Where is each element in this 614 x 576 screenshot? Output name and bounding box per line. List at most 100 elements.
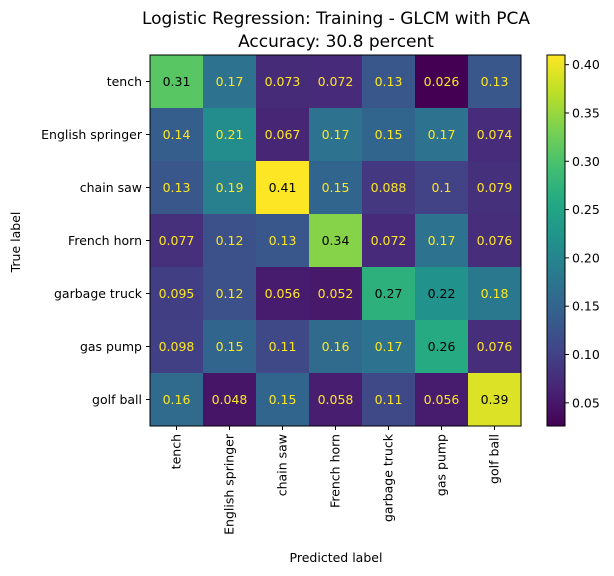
x-axis-ticks: tench English springer chain saw French hor… xyxy=(169,426,502,535)
cell-value-label: 0.17 xyxy=(428,127,456,142)
heatmap-cell xyxy=(203,55,257,109)
colorbar-tick-label: 0.35 xyxy=(572,105,600,120)
cell-value-label: 0.39 xyxy=(481,392,509,407)
cell-value-label: 0.076 xyxy=(477,339,513,354)
cell-value-label: 0.34 xyxy=(322,233,350,248)
y-tick-label: English springer xyxy=(41,127,143,142)
heatmap-cell xyxy=(309,108,363,162)
y-tick-label: garbage truck xyxy=(54,286,143,301)
heatmap-cell xyxy=(203,161,257,215)
cell-value-label: 0.17 xyxy=(216,74,244,89)
x-tick-label: garbage truck xyxy=(381,433,396,522)
colorbar-tick-label: 0.15 xyxy=(572,299,600,314)
x-tick-label: golf ball xyxy=(487,434,502,484)
cell-value-label: 0.41 xyxy=(269,180,297,195)
cell-value-label: 0.19 xyxy=(216,180,244,195)
cell-value-label: 0.12 xyxy=(216,233,244,248)
x-axis-label: Predicted label xyxy=(290,550,383,565)
cell-value-label: 0.13 xyxy=(163,180,191,195)
heatmap-cell xyxy=(415,267,469,321)
cell-value-label: 0.15 xyxy=(216,339,244,354)
cell-value-label: 0.21 xyxy=(216,127,244,142)
heatmap-cell xyxy=(468,161,522,215)
cell-value-label: 0.098 xyxy=(159,339,195,354)
heatmap-cell xyxy=(309,214,363,268)
heatmap-cell xyxy=(256,55,310,109)
cell-value-label: 0.077 xyxy=(159,233,195,248)
cell-value-label: 0.072 xyxy=(318,74,354,89)
heatmap-cell xyxy=(415,161,469,215)
y-tick-label: chain saw xyxy=(80,180,142,195)
heatmap-cell xyxy=(468,320,522,374)
x-tick-label: English springer xyxy=(222,433,237,535)
heatmap-cell xyxy=(256,373,310,427)
heatmap-cell xyxy=(203,267,257,321)
heatmap-cell xyxy=(362,373,416,427)
cell-value-label: 0.067 xyxy=(265,127,301,142)
heatmap-cell xyxy=(415,214,469,268)
cell-value-label: 0.074 xyxy=(477,127,513,142)
cell-value-label: 0.026 xyxy=(424,74,460,89)
heatmap-cell xyxy=(415,373,469,427)
cell-value-label: 0.17 xyxy=(375,339,403,354)
y-tick-label: French horn xyxy=(68,233,142,248)
x-tick-label: French horn xyxy=(328,434,343,508)
heatmap-cell xyxy=(203,320,257,374)
y-tick-label: gas pump xyxy=(80,339,142,354)
heatmap-cell xyxy=(468,373,522,427)
cell-value-label: 0.052 xyxy=(318,286,354,301)
colorbar-tick-label: 0.25 xyxy=(572,202,600,217)
cell-value-label: 0.048 xyxy=(212,392,248,407)
heatmap-cell xyxy=(150,55,204,109)
heatmap-cell xyxy=(362,161,416,215)
cell-value-label: 0.13 xyxy=(269,233,297,248)
y-tick-label: tench xyxy=(107,74,142,89)
cell-value-label: 0.26 xyxy=(428,339,456,354)
heatmap-cell xyxy=(150,108,204,162)
heatmap-cell xyxy=(256,214,310,268)
x-tick-label: chain saw xyxy=(275,434,290,496)
heatmap-cell xyxy=(203,373,257,427)
cell-value-label: 0.17 xyxy=(322,127,350,142)
cell-value-label: 0.072 xyxy=(371,233,407,248)
colorbar xyxy=(547,55,565,426)
cell-value-label: 0.15 xyxy=(322,180,350,195)
heatmap-cell xyxy=(256,267,310,321)
heatmap-cell xyxy=(203,108,257,162)
cell-value-label: 0.058 xyxy=(318,392,354,407)
heatmap-cell xyxy=(415,55,469,109)
y-axis-ticks: tench English springer chain saw French hor… xyxy=(41,74,150,407)
heatmap-cell xyxy=(468,214,522,268)
cell-value-label: 0.27 xyxy=(375,286,403,301)
cell-value-label: 0.076 xyxy=(477,233,513,248)
colorbar-frame xyxy=(546,54,566,427)
cell-value-label: 0.095 xyxy=(159,286,195,301)
colorbar-tick-label: 0.40 xyxy=(572,57,600,72)
heatmap-cell xyxy=(309,320,363,374)
cell-value-label: 0.12 xyxy=(216,286,244,301)
heatmap-cell xyxy=(309,55,363,109)
heatmap-cell xyxy=(468,267,522,321)
heatmap-cell xyxy=(256,161,310,215)
cell-value-label: 0.11 xyxy=(269,339,297,354)
cell-value-label: 0.14 xyxy=(163,127,191,142)
heatmap-cells: 0.31 0.17 0.073 0.072 0.13 0.026 0.13 0.14 0.21 0… xyxy=(150,55,522,427)
colorbar-tick-label: 0.30 xyxy=(572,154,600,169)
heatmap-cell xyxy=(256,320,310,374)
heatmap-cell xyxy=(362,267,416,321)
cell-value-label: 0.13 xyxy=(375,74,403,89)
chart-title: Logistic Regression: Training - GLCM wit… xyxy=(142,9,530,29)
cell-value-label: 0.16 xyxy=(163,392,191,407)
colorbar-tick-label: 0.10 xyxy=(572,347,600,362)
colorbar-tick-label: 0.20 xyxy=(572,250,600,265)
heatmap-cell xyxy=(468,55,522,109)
x-tick-label: tench xyxy=(169,434,184,469)
cell-value-label: 0.31 xyxy=(163,74,191,89)
heatmap-cell xyxy=(309,161,363,215)
colorbar-tick-label: 0.05 xyxy=(572,395,600,410)
cell-value-label: 0.1 xyxy=(432,180,452,195)
heatmap-cell xyxy=(362,214,416,268)
heatmap-cell xyxy=(256,108,310,162)
heatmap-cell xyxy=(415,108,469,162)
